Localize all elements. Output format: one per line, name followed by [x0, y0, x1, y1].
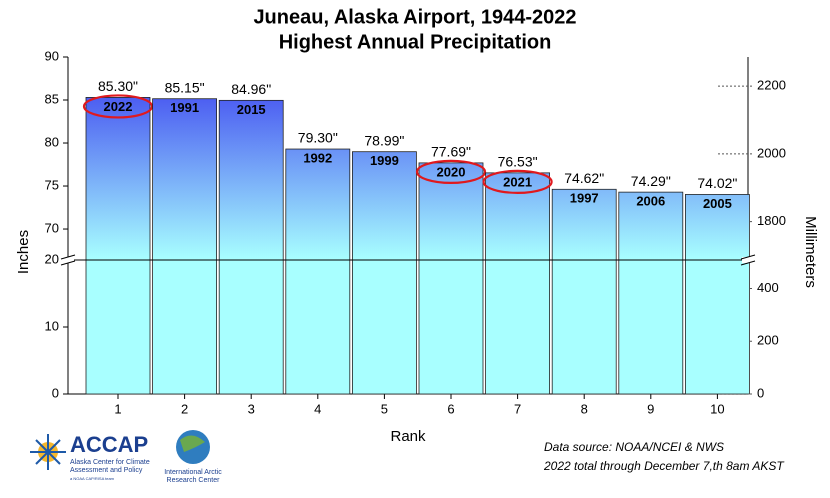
highlight-circle	[82, 94, 154, 119]
note: Data source: NOAA/NCEI & NWS	[544, 440, 724, 454]
year-label: 2005	[703, 196, 732, 211]
value-label: 74.29"	[631, 173, 671, 189]
bar	[218, 99, 284, 395]
value-label: 85.15"	[165, 79, 205, 95]
x-tick-label: 8	[581, 401, 588, 416]
bar	[485, 172, 551, 395]
x-tick-label: 5	[381, 401, 388, 416]
bar	[551, 188, 617, 395]
y2-tick-label: 200	[757, 333, 779, 348]
y2-tick-label: 2000	[757, 145, 786, 160]
x-tick-label: 10	[710, 401, 724, 416]
x-tick-label: 3	[248, 401, 255, 416]
x-tick-label: 9	[647, 401, 654, 416]
y2-axis-label: Millimeters	[802, 216, 819, 288]
axis-break-gap	[742, 257, 754, 263]
x-tick-label: 2	[181, 401, 188, 416]
value-label: 76.53"	[498, 154, 538, 170]
year-label: 2022	[104, 99, 133, 114]
value-label: 85.30"	[98, 78, 138, 94]
year-label: 1992	[303, 150, 332, 165]
y-tick-label: 10	[45, 318, 59, 333]
logo-text: International Arctic	[164, 469, 222, 476]
value-label: 74.62"	[564, 170, 604, 186]
y-axis-label: Inches	[15, 230, 32, 274]
year-label: 1997	[570, 191, 599, 206]
axis-break-mark	[60, 260, 76, 266]
bar	[351, 151, 417, 395]
logo-text: Research Center	[167, 477, 221, 484]
value-label: 78.99"	[364, 132, 404, 148]
logo-text: ACCAP	[70, 432, 148, 457]
bar	[685, 194, 750, 395]
iarc-logo: International Arctic Research Center	[164, 430, 222, 484]
y-tick-label: 85	[45, 91, 59, 106]
x-tick-label: 4	[314, 401, 321, 416]
axis-break-mark	[60, 254, 76, 260]
bar	[85, 97, 151, 395]
y-tick-label: 80	[45, 134, 59, 149]
year-label: 1991	[170, 100, 199, 115]
bar	[152, 98, 218, 395]
axis-break-mark	[740, 260, 756, 266]
highlight-circle	[415, 159, 487, 184]
y2-tick-label: 1800	[757, 213, 786, 228]
bar	[618, 191, 684, 395]
x-axis-label: Rank	[390, 428, 426, 445]
y2-tick-label: 0	[757, 385, 764, 400]
highlight-circle	[482, 169, 553, 194]
logo-text: a NOAA CAP/RISA team	[70, 476, 115, 481]
bar	[418, 162, 484, 395]
y-tick-label: 0	[52, 385, 59, 400]
y2-tick-label: 2200	[757, 78, 786, 93]
y2-tick-label: 400	[757, 280, 779, 295]
year-label: 1999	[370, 153, 399, 168]
x-tick-label: 6	[447, 401, 454, 416]
value-label: 77.69"	[431, 144, 471, 160]
y-tick-label: 75	[45, 177, 59, 192]
x-tick-label: 7	[514, 401, 521, 416]
axis-break-mark	[740, 254, 756, 260]
y-tick-label: 70	[45, 220, 59, 235]
chart-title: Highest Annual Precipitation	[279, 31, 552, 53]
value-label: 84.96"	[231, 81, 271, 97]
value-label: 74.02"	[697, 175, 737, 191]
accap-logo: ACCAP Alaska Center for Climate Assessme…	[30, 432, 150, 481]
year-label: 2006	[636, 194, 665, 209]
year-label: 2020	[437, 164, 466, 179]
y-tick-label: 90	[45, 48, 59, 63]
logo-text: Assessment and Policy	[70, 467, 143, 474]
note: 2022 total through December 7,th 8am AKS…	[543, 459, 785, 473]
logo-text: Alaska Center for Climate	[70, 459, 150, 466]
year-label: 2021	[503, 174, 532, 189]
y-tick-label: 20	[45, 251, 59, 266]
value-label: 79.30"	[298, 130, 338, 146]
chart-title: Juneau, Alaska Airport, 1944-2022	[253, 6, 576, 28]
year-label: 2015	[237, 102, 266, 117]
x-tick-label: 1	[114, 401, 121, 416]
bar	[285, 148, 351, 395]
axis-break-gap	[62, 257, 74, 263]
